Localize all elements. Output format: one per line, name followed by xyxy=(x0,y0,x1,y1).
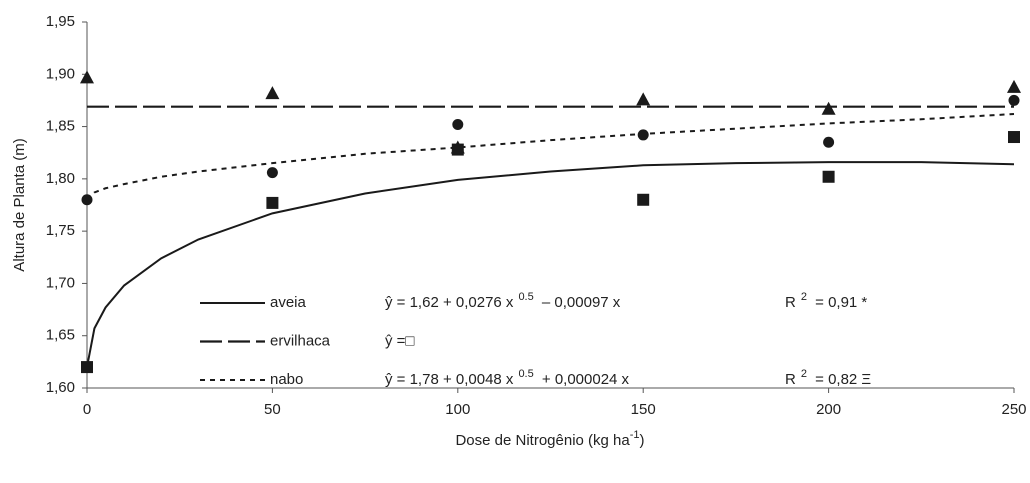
equation-part: 0.5 xyxy=(518,291,533,303)
point xyxy=(822,170,835,183)
point xyxy=(636,92,651,106)
point xyxy=(1007,79,1021,93)
y-tick-label: 1,75 xyxy=(46,222,75,239)
point xyxy=(81,194,93,206)
legend-label: nabo xyxy=(270,371,303,388)
point xyxy=(81,361,93,374)
x-tick-label: 0 xyxy=(83,401,91,418)
legend-label: ervilhaca xyxy=(270,332,331,349)
y-tick-label: 1,65 xyxy=(46,327,75,344)
equation-part: 2 xyxy=(801,368,807,380)
equation: ŷ =□ xyxy=(385,332,415,349)
x-tick-label: 250 xyxy=(1001,401,1026,418)
equation-part: = 0,82 Ξ xyxy=(811,371,871,388)
point xyxy=(1008,94,1020,106)
point xyxy=(265,86,280,100)
point xyxy=(452,118,464,130)
y-tick-label: 1,80 xyxy=(46,170,75,187)
equation-part: R xyxy=(785,294,796,311)
x-tick-label: 50 xyxy=(264,401,281,418)
point xyxy=(637,129,649,141)
equation-part: + 0,000024 x xyxy=(538,371,630,388)
point xyxy=(80,70,94,84)
y-tick-label: 1,60 xyxy=(46,379,75,396)
point xyxy=(1008,131,1020,144)
x-axis-label: Dose de Nitrogênio (kg ha-1) xyxy=(455,429,644,449)
fit-line xyxy=(86,113,1015,201)
equation-part: – 0,00097 x xyxy=(538,294,621,311)
point xyxy=(821,101,836,115)
y-tick-label: 1,70 xyxy=(46,274,75,291)
x-label-sup: -1 xyxy=(630,429,640,441)
y-tick-label: 1,90 xyxy=(46,65,75,82)
x-tick-label: 100 xyxy=(445,401,470,418)
x-tick-label: 150 xyxy=(631,401,656,418)
equation-part: ŷ =□ xyxy=(385,332,415,349)
equation-part: ŷ = 1,62 + 0,0276 x xyxy=(385,294,514,311)
point xyxy=(823,136,835,148)
equation-part: R xyxy=(785,371,796,388)
legend-label: aveia xyxy=(270,294,307,311)
equation-part: 2 xyxy=(801,291,807,303)
equation-part: 0.5 xyxy=(518,368,533,380)
equation-part: ŷ = 1,78 + 0,0048 x xyxy=(385,371,514,388)
y-axis-label: Altura de Planta (m) xyxy=(11,138,28,271)
point xyxy=(266,196,279,209)
x-tick-label: 200 xyxy=(816,401,841,418)
fit-line xyxy=(86,161,1015,368)
y-tick-label: 1,95 xyxy=(46,13,75,30)
x-label-text: ) xyxy=(640,432,645,449)
equation-part: = 0,91 * xyxy=(811,294,867,311)
point xyxy=(637,193,650,206)
y-tick-label: 1,85 xyxy=(46,118,75,135)
point xyxy=(450,140,465,154)
x-label-text: Dose de Nitrogênio (kg ha xyxy=(455,432,630,449)
point xyxy=(266,167,278,179)
